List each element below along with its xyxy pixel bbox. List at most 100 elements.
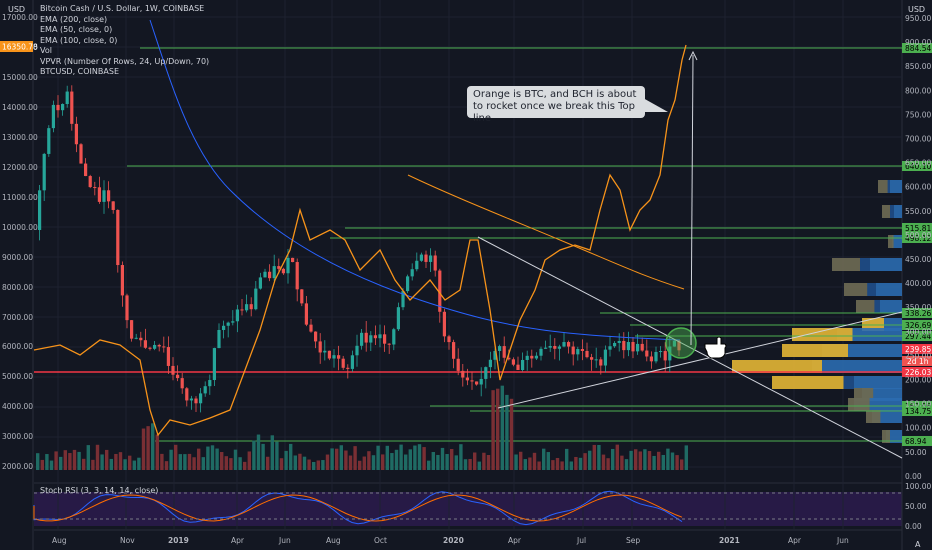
candle-body xyxy=(291,258,294,262)
volume-bar xyxy=(381,454,384,470)
candle-body xyxy=(263,272,266,278)
volume-bar xyxy=(358,461,361,470)
right-axis-tick: 700.00 xyxy=(905,135,931,144)
right-axis-tick: 0.00 xyxy=(905,472,922,481)
candle-body xyxy=(158,345,161,346)
candle-body xyxy=(162,346,165,347)
time-axis-label: Nov xyxy=(120,536,135,545)
volume-bar xyxy=(413,446,416,470)
candle-body xyxy=(89,176,92,187)
legend-item[interactable]: EMA (200, close) xyxy=(40,15,209,26)
left-axis-tick: 14000.00 xyxy=(2,103,38,112)
volume-bar xyxy=(533,453,536,470)
candle-body xyxy=(392,329,395,344)
candle-body xyxy=(171,366,174,375)
legend-item[interactable]: EMA (100, close, 0) xyxy=(40,36,209,47)
candle-body xyxy=(539,349,542,356)
left-axis-tick: 13000.00 xyxy=(2,133,38,142)
volume-bar xyxy=(588,451,591,470)
candle-body xyxy=(420,255,423,261)
candle-body xyxy=(107,190,110,201)
candle-body xyxy=(383,334,386,343)
stoch-rsi-label[interactable]: Stoch RSI (3, 3, 14, 14, close) xyxy=(40,486,158,495)
legend-item[interactable]: BTCUSD, COINBASE xyxy=(40,67,209,78)
candle-body xyxy=(388,344,391,345)
volume-bar xyxy=(73,450,76,470)
legend-item[interactable]: VPVR (Number Of Rows, 24, Up/Down, 70) xyxy=(40,57,209,68)
left-axis-tick: 11000.00 xyxy=(2,193,38,202)
vpvr-row-up xyxy=(894,205,902,218)
candle-body xyxy=(319,341,322,352)
auto-scale-button[interactable]: A xyxy=(915,540,920,549)
time-axis-label: Apr xyxy=(788,536,802,545)
left-axis-tick: 2000.00 xyxy=(2,462,33,471)
candle-body xyxy=(618,341,621,343)
volume-bar xyxy=(105,450,108,470)
candle-body xyxy=(641,344,644,351)
legend-title[interactable]: Bitcoin Cash / U.S. Dollar, 1W, COINBASE xyxy=(40,4,209,15)
candle-body xyxy=(153,345,156,349)
volume-bar xyxy=(215,449,218,470)
volume-bar xyxy=(280,458,283,470)
candle-body xyxy=(332,355,335,358)
volume-bar xyxy=(257,435,260,470)
volume-bar xyxy=(643,449,646,470)
candle-body xyxy=(627,342,630,350)
legend-item[interactable]: EMA (50, close, 0) xyxy=(40,25,209,36)
candle-body xyxy=(572,347,575,355)
right-axis-tick: 300.00 xyxy=(905,327,931,336)
volume-bar xyxy=(160,454,163,470)
candle-body xyxy=(84,164,87,176)
volume-bar xyxy=(662,455,665,470)
time-axis-label: 2019 xyxy=(168,536,189,545)
candle-body xyxy=(374,335,377,338)
volume-bar xyxy=(445,454,448,470)
candle-body xyxy=(208,380,211,386)
candle-body xyxy=(204,386,207,393)
candle-body xyxy=(43,154,46,190)
candle-body xyxy=(654,352,657,361)
volume-bar xyxy=(68,453,71,470)
volume-bar xyxy=(639,451,642,470)
volume-bar xyxy=(390,453,393,470)
candle-body xyxy=(148,348,151,349)
legend-item[interactable]: Vol xyxy=(40,46,209,57)
right-axis-tick: 400.00 xyxy=(905,279,931,288)
volume-bar xyxy=(542,449,545,470)
volume-bar xyxy=(652,456,655,470)
volume-bar xyxy=(234,450,237,470)
vpvr-value-area xyxy=(732,360,822,373)
time-axis-label: Apr xyxy=(508,536,522,545)
volume-bar xyxy=(547,452,550,470)
vpvr-row-up xyxy=(812,360,902,373)
candle-body xyxy=(194,399,197,404)
volume-bar xyxy=(151,423,154,470)
volume-bar xyxy=(606,458,609,470)
left-axis-tick: 6000.00 xyxy=(2,342,33,351)
right-axis-tick: 750.00 xyxy=(905,110,931,119)
annotation-callout[interactable]: Orange is BTC, and BCH is about to rocke… xyxy=(467,86,645,118)
time-axis-label: 2021 xyxy=(719,536,740,545)
volume-bar xyxy=(202,457,205,470)
volume-bar xyxy=(565,449,568,470)
candle-body xyxy=(429,255,432,261)
volume-bar xyxy=(156,435,159,470)
candle-body xyxy=(66,92,69,104)
volume-bar xyxy=(344,450,347,470)
volume-bar xyxy=(349,456,352,470)
right-axis-tick: 800.00 xyxy=(905,86,931,95)
candle-body xyxy=(227,323,230,326)
vpvr-row xyxy=(882,205,890,218)
candle-body xyxy=(650,356,653,361)
right-axis: 950.00 900.00 850.00 800.00 750.00 700.00 650.… xyxy=(905,14,931,531)
volume-bar xyxy=(248,451,251,470)
volume-bar xyxy=(183,454,186,470)
volume-bar xyxy=(45,454,48,470)
candle-body xyxy=(466,378,469,381)
volume-bar xyxy=(317,460,320,470)
volume-bar xyxy=(307,460,310,470)
volume-bar xyxy=(225,456,228,470)
candle-body xyxy=(622,341,625,350)
volume-bar xyxy=(275,442,278,470)
